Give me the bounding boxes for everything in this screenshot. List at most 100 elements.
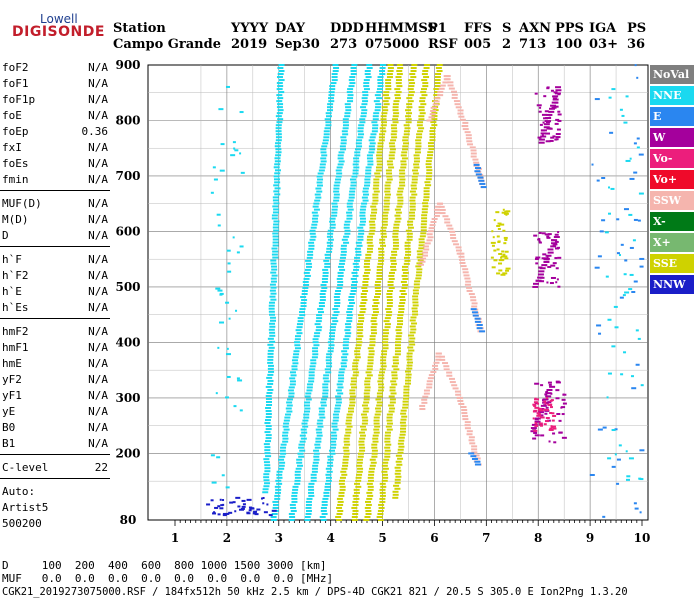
trace-point bbox=[296, 326, 303, 329]
trace-point bbox=[264, 449, 271, 452]
trace-point bbox=[297, 317, 304, 320]
cluster-point bbox=[625, 450, 628, 453]
trace-point bbox=[415, 145, 422, 148]
trace-point bbox=[310, 476, 317, 479]
trace-point bbox=[364, 175, 371, 178]
trace-point bbox=[284, 416, 291, 419]
param-b1: B1 N/A bbox=[2, 436, 108, 452]
trace-point bbox=[425, 178, 432, 181]
trace-point bbox=[272, 503, 279, 506]
trace-point bbox=[302, 425, 309, 428]
trace-point bbox=[353, 166, 360, 169]
trace-8 bbox=[376, 64, 431, 521]
trace-point bbox=[267, 361, 274, 364]
trace-point bbox=[393, 244, 400, 247]
trace-point bbox=[366, 250, 373, 253]
trace-point bbox=[399, 184, 406, 187]
trace-4 bbox=[262, 64, 285, 494]
trace-point bbox=[429, 127, 436, 130]
trace-point bbox=[403, 133, 410, 136]
trace-3 bbox=[319, 64, 387, 521]
trace-point bbox=[267, 349, 274, 352]
trace-point bbox=[371, 455, 378, 458]
trace-point bbox=[411, 181, 418, 184]
trace-point bbox=[346, 314, 353, 317]
x-tick-label: 1 bbox=[171, 531, 179, 545]
trace-point bbox=[304, 515, 311, 518]
cluster-point bbox=[491, 266, 496, 269]
cluster-point bbox=[625, 478, 630, 481]
trace-point bbox=[356, 341, 363, 344]
trace-point bbox=[532, 285, 539, 288]
trace-point bbox=[294, 347, 301, 350]
cluster-point bbox=[638, 192, 644, 195]
trace-point bbox=[263, 485, 270, 488]
trace-point bbox=[405, 109, 412, 112]
cluster-point bbox=[216, 456, 221, 459]
cluster-point bbox=[504, 239, 508, 242]
trace-point bbox=[270, 298, 277, 301]
trace-point bbox=[385, 169, 392, 172]
trace-point bbox=[409, 196, 416, 199]
x-tick-label: 2 bbox=[223, 531, 231, 545]
trace-point bbox=[355, 344, 362, 347]
trace-point bbox=[321, 145, 328, 148]
cluster-point bbox=[545, 406, 549, 409]
trace-point bbox=[333, 196, 340, 199]
trace-point bbox=[315, 187, 322, 190]
trace-point bbox=[337, 509, 344, 512]
trace-point bbox=[307, 250, 314, 253]
trace-point bbox=[376, 91, 383, 94]
trace-point bbox=[323, 494, 330, 497]
trace-point bbox=[546, 113, 553, 116]
trace-point bbox=[369, 458, 376, 461]
trace-point bbox=[266, 391, 273, 394]
cluster-point bbox=[623, 351, 627, 354]
trace-point bbox=[360, 413, 367, 416]
trace-point bbox=[399, 178, 406, 181]
trace-point bbox=[278, 79, 285, 82]
trace-point bbox=[371, 202, 378, 205]
cluster-point bbox=[233, 147, 236, 150]
trace-point bbox=[351, 280, 358, 283]
trace-point bbox=[275, 488, 282, 491]
trace-point bbox=[373, 181, 380, 184]
trace-point bbox=[377, 509, 384, 512]
cluster-point bbox=[539, 106, 542, 109]
trace-point bbox=[305, 259, 312, 262]
trace-point bbox=[457, 399, 464, 402]
trace-point bbox=[411, 322, 418, 325]
trace-point bbox=[308, 377, 315, 380]
trace-point bbox=[401, 286, 408, 289]
trace-point bbox=[305, 500, 312, 503]
trace-point bbox=[317, 311, 324, 314]
cluster-point bbox=[534, 418, 539, 421]
trace-point bbox=[352, 362, 359, 365]
trace-point bbox=[464, 277, 471, 280]
trace-point bbox=[292, 485, 299, 488]
trace-point bbox=[359, 434, 366, 437]
trace-point bbox=[331, 202, 338, 205]
trace-point bbox=[363, 398, 370, 401]
trace-point bbox=[337, 283, 344, 286]
trace-point bbox=[318, 169, 325, 172]
trace-point bbox=[303, 404, 310, 407]
cluster-point bbox=[496, 235, 500, 238]
cluster-point bbox=[553, 441, 557, 444]
trace-point bbox=[299, 311, 306, 314]
trace-point bbox=[298, 446, 305, 449]
cluster-point bbox=[633, 171, 638, 174]
trace-point bbox=[346, 211, 353, 214]
cluster-point bbox=[608, 96, 612, 99]
trace-point bbox=[398, 436, 405, 439]
separator-line bbox=[0, 318, 110, 319]
trace-point bbox=[315, 440, 322, 443]
trace-point bbox=[343, 124, 350, 127]
trace-point bbox=[376, 404, 383, 407]
trace-point bbox=[273, 223, 280, 226]
trace-point bbox=[349, 389, 356, 392]
trace-point bbox=[360, 220, 367, 223]
trace-point bbox=[426, 233, 433, 236]
cluster-point bbox=[496, 248, 500, 251]
trace-point bbox=[356, 461, 363, 464]
